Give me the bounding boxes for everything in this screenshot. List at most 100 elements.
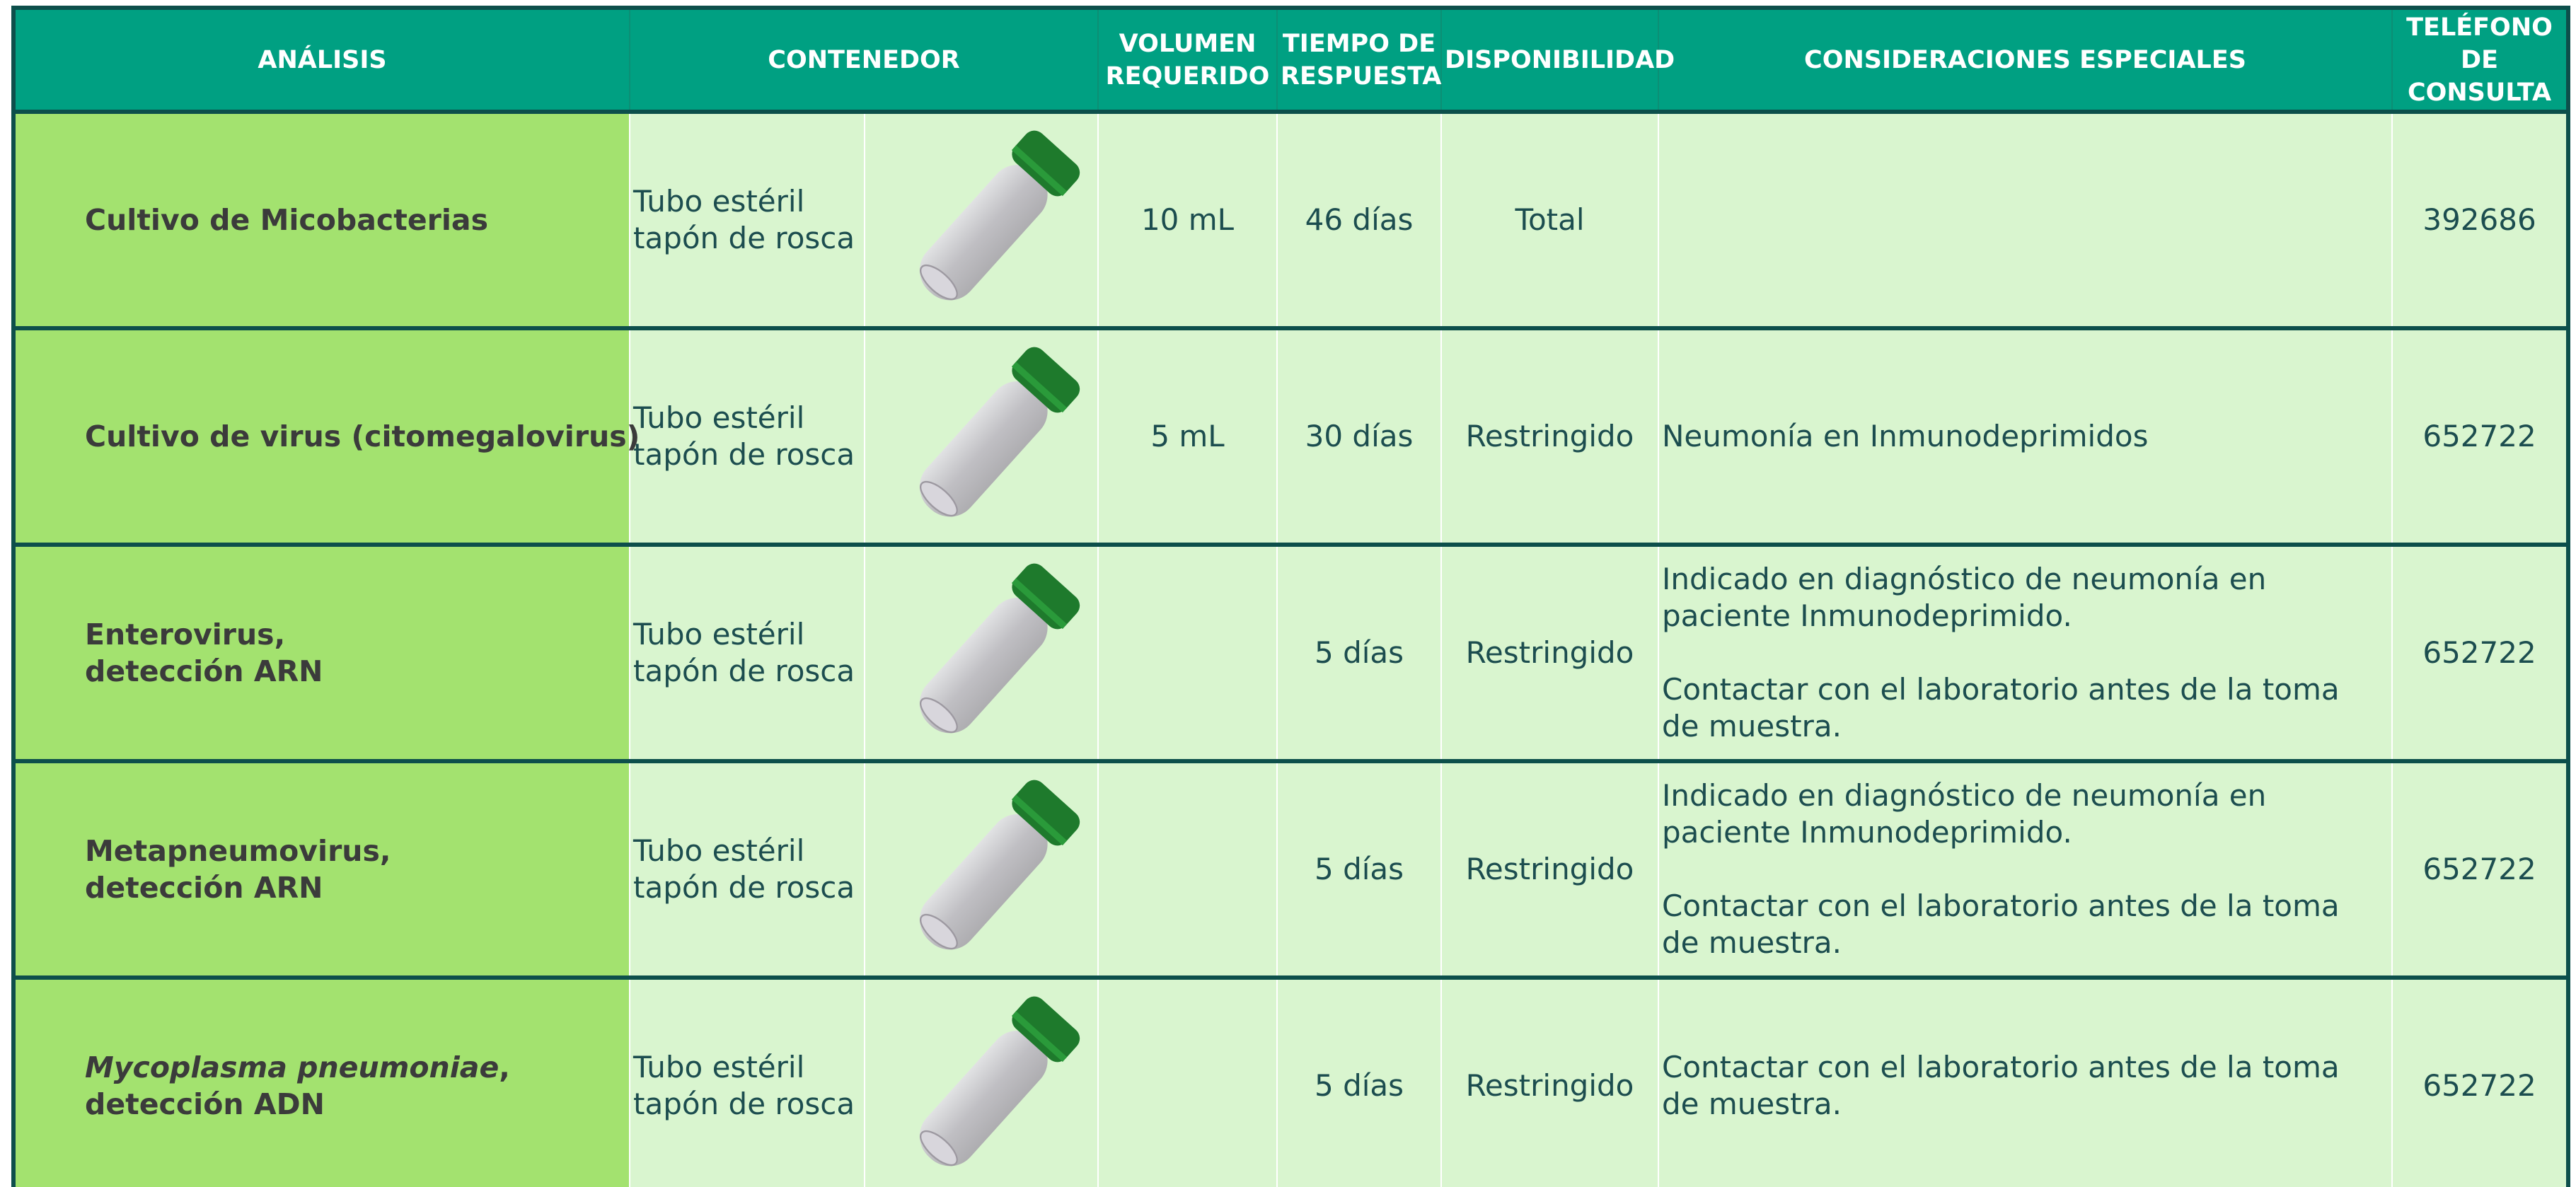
considerations-cell: Neumonía en Inmunodeprimidos [1658, 328, 2393, 545]
container-line: tapón de rosca [633, 654, 855, 688]
header-text: DE [2461, 45, 2498, 74]
considerations-line: Contactar con el laboratorio antes de la… [1662, 888, 2340, 923]
table-row: Metapneumovirus, detección ARN Tubo estéri… [13, 761, 2569, 978]
container-cell: Tubo estéril tapón de rosca [629, 545, 865, 761]
analysis-line: detección ADN [85, 1087, 325, 1121]
considerations-paragraph: Indicado en diagnóstico de neumonía en pa… [1662, 561, 2389, 635]
analysis-cell: Cultivo de Micobacterias [13, 112, 630, 328]
header-text: REQUERIDO [1105, 62, 1270, 91]
phone-cell: 652722 [2391, 328, 2569, 545]
tube-icon [919, 780, 1080, 950]
availability-text: Total [1515, 202, 1585, 237]
table-row: Cultivo de Micobacterias Tubo estéril tapó… [13, 112, 2569, 328]
time-text: 30 días [1305, 419, 1414, 453]
header-text: VOLUMEN [1119, 29, 1257, 58]
availability-cell: Restringido [1440, 328, 1659, 545]
considerations-paragraph: Contactar con el laboratorio antes de la… [1662, 671, 2389, 745]
considerations-cell: Contactar con el laboratorio antes de la… [1658, 978, 2393, 1187]
availability-cell: Restringido [1440, 978, 1659, 1187]
time-cell: 5 días [1276, 545, 1442, 761]
phone-text: 652722 [2422, 635, 2536, 670]
availability-text: Restringido [1465, 635, 1634, 670]
volume-cell: 5 mL [1097, 328, 1278, 545]
volume-text: 5 mL [1150, 419, 1225, 453]
considerations-cell [1658, 112, 2393, 328]
container-line: Tubo estéril [633, 400, 805, 435]
container-image-cell [863, 978, 1099, 1187]
phone-cell: 392686 [2391, 112, 2569, 328]
volume-cell: 10 mL [1097, 112, 1278, 328]
header-row: ANÁLISIS CONTENEDOR VOLUMEN REQUERIDO TIEMPO… [13, 8, 2569, 112]
analysis-cell: Cultivo de virus (citomegalovirus) [13, 328, 640, 545]
considerations-cell: Indicado en diagnóstico de neumonía en pa… [1658, 545, 2393, 761]
considerations-paragraph: Neumonía en Inmunodeprimidos [1662, 418, 2389, 455]
analysis-cell: Metapneumovirus, detección ARN [13, 761, 630, 978]
volume-cell [1097, 761, 1278, 978]
analysis-text: , [499, 1050, 510, 1084]
header-text: ANÁLISIS [258, 45, 387, 74]
tube-icon [919, 996, 1080, 1166]
header-text: CONSIDERACIONES ESPECIALES [1804, 45, 2246, 74]
considerations-paragraph: Contactar con el laboratorio antes de la… [1662, 1049, 2389, 1123]
column-header: ANÁLISIS [13, 8, 630, 112]
analysis-line: Enterovirus, [85, 618, 286, 652]
container-line: Tubo estéril [633, 833, 805, 868]
header-text: RESPUESTA [1281, 62, 1442, 91]
table-row: Mycoplasma pneumoniae, detección ADN Tubo … [13, 978, 2569, 1187]
container-line: tapón de rosca [633, 221, 855, 255]
tube-icon [919, 130, 1080, 301]
time-cell: 5 días [1276, 761, 1442, 978]
volume-cell [1097, 545, 1278, 761]
container-cell: Tubo estéril tapón de rosca [629, 112, 865, 328]
container-image-cell [863, 761, 1099, 978]
analysis-line: Cultivo de Micobacterias [85, 203, 488, 237]
analysis-italic: Mycoplasma pneumoniae [85, 1050, 499, 1084]
time-cell: 46 días [1276, 112, 1442, 328]
availability-cell: Restringido [1440, 545, 1659, 761]
container-image-cell [863, 328, 1099, 545]
volume-text: 10 mL [1140, 202, 1235, 237]
column-header: TIEMPO DE RESPUESTA [1276, 8, 1442, 112]
phone-text: 652722 [2422, 852, 2536, 886]
container-line: tapón de rosca [633, 870, 855, 905]
container-line: Tubo estéril [633, 1050, 805, 1084]
considerations-line: de muestra. [1662, 709, 1842, 743]
time-text: 5 días [1315, 1068, 1404, 1103]
container-line: tapón de rosca [633, 437, 855, 472]
tube-icon [919, 347, 1080, 517]
considerations-line: Contactar con el laboratorio antes de la… [1662, 672, 2340, 707]
considerations-cell: Indicado en diagnóstico de neumonía en pa… [1658, 761, 2393, 978]
volume-cell [1097, 978, 1278, 1187]
tube-icon [919, 563, 1080, 734]
considerations-line: Indicado en diagnóstico de neumonía en [1662, 778, 2267, 813]
considerations-line: de muestra. [1662, 925, 1842, 960]
considerations-line: paciente Inmunodeprimido. [1662, 598, 2072, 633]
container-image-cell [863, 545, 1099, 761]
container-line: Tubo estéril [633, 184, 805, 219]
container-image-cell [863, 112, 1099, 328]
time-text: 5 días [1315, 852, 1404, 886]
analysis-line: Mycoplasma pneumoniae, [85, 1049, 626, 1086]
container-cell: Tubo estéril tapón de rosca [629, 978, 865, 1187]
column-header: CONSIDERACIONES ESPECIALES [1658, 8, 2393, 112]
analysis-cell: Enterovirus, detección ARN [13, 545, 630, 761]
container-line: tapón de rosca [633, 1087, 855, 1121]
analysis-table: ANÁLISIS CONTENEDOR VOLUMEN REQUERIDO TIEMPO… [11, 6, 2571, 1187]
phone-cell: 652722 [2391, 978, 2569, 1187]
header-text: CONTENEDOR [768, 45, 960, 74]
considerations-line: Indicado en diagnóstico de neumonía en [1662, 562, 2267, 596]
container-cell: Tubo estéril tapón de rosca [629, 328, 865, 545]
phone-cell: 652722 [2391, 545, 2569, 761]
column-header: DISPONIBILIDAD [1440, 8, 1675, 112]
considerations-line: paciente Inmunodeprimido. [1662, 815, 2072, 850]
considerations-line: Contactar con el laboratorio antes de la… [1662, 1050, 2340, 1084]
analysis-line: detección ARN [85, 654, 323, 688]
analysis-line: Cultivo de virus (citomegalovirus) [85, 419, 640, 453]
phone-text: 652722 [2422, 419, 2536, 453]
considerations-line: de muestra. [1662, 1087, 1842, 1121]
time-cell: 5 días [1276, 978, 1442, 1187]
time-cell: 30 días [1276, 328, 1442, 545]
analysis-line: detección ARN [85, 871, 323, 905]
table-body: Cultivo de Micobacterias Tubo estéril tapó… [13, 112, 2569, 1187]
